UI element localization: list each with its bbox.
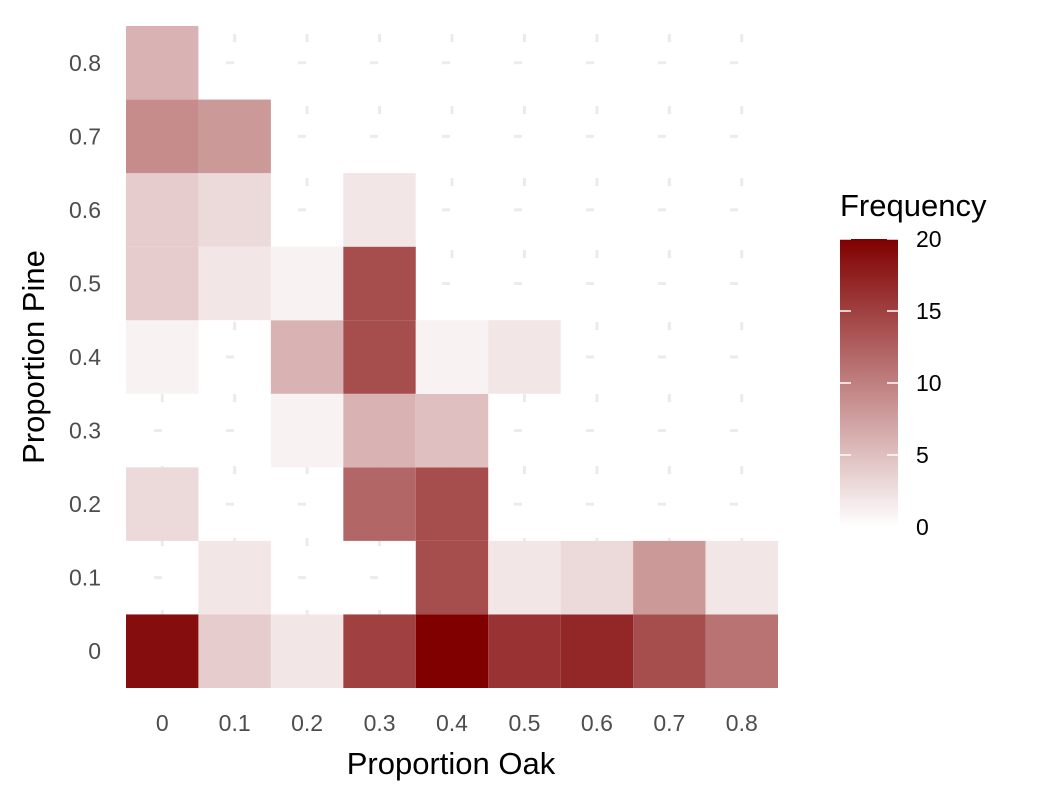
- heatmap-cell-31: [198, 173, 271, 247]
- heatmap-cell-24: [415, 320, 489, 394]
- legend: Frequency 0 5 10 15 20: [840, 188, 987, 540]
- heatmap-cell-12: [560, 540, 634, 615]
- heatmap-cell-28: [270, 246, 344, 321]
- heatmap-cell-9: [198, 540, 271, 615]
- legend-title: Frequency: [840, 188, 987, 223]
- heatmap-cell-2: [270, 614, 344, 688]
- heatmap-cell-5: [488, 614, 561, 688]
- heatmap-cell-30: [126, 173, 199, 247]
- y-axis-ticks: 0 0.1 0.2 0.3 0.4 0.5 0.6 0.7 0.8: [69, 50, 101, 664]
- legend-tick-label: 15: [916, 298, 942, 324]
- heatmap-cell-29: [343, 246, 416, 321]
- heatmap-cell-1: [198, 614, 271, 688]
- heatmap-cell-26: [126, 246, 199, 321]
- x-tick-label: 0: [156, 710, 169, 736]
- y-tick-label: 0.3: [69, 418, 101, 444]
- legend-tick-label: 0: [916, 514, 929, 540]
- heatmap-cell-27: [198, 246, 271, 321]
- x-tick-label: 0.4: [436, 710, 468, 736]
- x-tick-label: 0.2: [291, 710, 323, 736]
- x-tick-label: 0.5: [508, 710, 540, 736]
- x-tick-label: 0.7: [653, 710, 685, 736]
- heatmap-cell-15: [126, 467, 199, 541]
- heatmap-cell-25: [488, 320, 561, 394]
- heatmap-cell-35: [126, 26, 199, 100]
- heatmap-cell-23: [343, 320, 416, 394]
- heatmap-cell-21: [126, 320, 199, 394]
- y-tick-label: 0.6: [69, 197, 101, 223]
- x-tick-label: 0.8: [726, 710, 758, 736]
- legend-tick-label: 5: [916, 442, 929, 468]
- heatmap-cell-10: [415, 540, 489, 615]
- y-tick-label: 0.1: [69, 565, 101, 591]
- heatmap-cell-19: [343, 393, 416, 468]
- heatmap-cells: [126, 26, 778, 688]
- x-tick-label: 0.6: [581, 710, 613, 736]
- heatmap-cell-6: [560, 614, 634, 688]
- y-axis-title: Proportion Pine: [16, 250, 51, 464]
- heatmap-cell-17: [415, 467, 489, 541]
- heatmap-cell-13: [633, 540, 706, 615]
- y-tick-label: 0.7: [69, 123, 101, 149]
- heatmap-cell-14: [705, 540, 778, 615]
- x-tick-label: 0.3: [364, 710, 396, 736]
- heatmap-cell-34: [198, 99, 271, 174]
- heatmap-cell-18: [270, 393, 344, 468]
- legend-tick-label: 10: [916, 370, 942, 396]
- legend-ticks: 0 5 10 15 20: [840, 226, 942, 540]
- heatmap-cell-33: [126, 99, 199, 174]
- heatmap-cell-32: [343, 173, 416, 247]
- heatmap-cell-3: [343, 614, 416, 688]
- y-tick-label: 0: [88, 638, 101, 664]
- x-axis-title: Proportion Oak: [347, 746, 556, 781]
- y-tick-label: 0.2: [69, 491, 101, 517]
- x-axis-ticks: 0 0.1 0.2 0.3 0.4 0.5 0.6 0.7 0.8: [156, 710, 758, 736]
- y-tick-label: 0.4: [69, 344, 101, 370]
- heatmap-cell-22: [270, 320, 344, 394]
- heatmap-cell-11: [488, 540, 561, 615]
- heatmap-cell-20: [415, 393, 489, 468]
- heatmap-cell-8: [705, 614, 778, 688]
- heatmap-cell-4: [415, 614, 489, 688]
- heatmap-cell-7: [633, 614, 706, 688]
- y-tick-label: 0.5: [69, 270, 101, 296]
- y-tick-label: 0.8: [69, 50, 101, 76]
- heatmap-cell-0: [126, 614, 199, 688]
- x-tick-label: 0.1: [219, 710, 251, 736]
- heatmap-cell-16: [343, 467, 416, 541]
- legend-tick-label: 20: [916, 226, 942, 252]
